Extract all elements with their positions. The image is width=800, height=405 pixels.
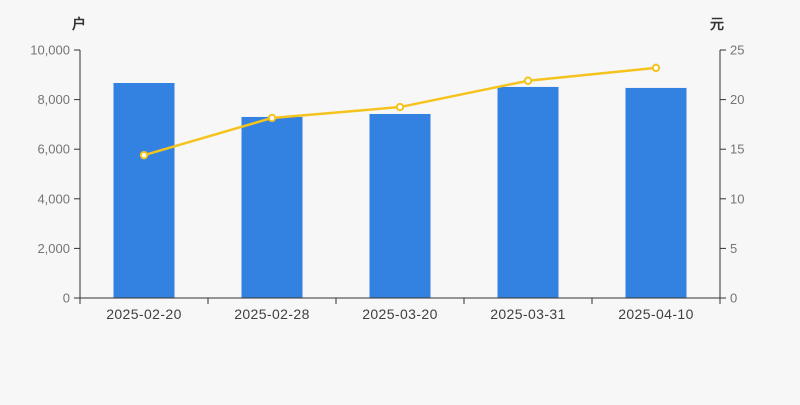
left-axis-tick-label: 6,000 (37, 142, 70, 157)
right-axis-tick-label: 0 (730, 291, 737, 306)
line-point-2025-02-20[interactable] (139, 150, 149, 160)
right-axis-tick-label: 5 (730, 241, 737, 256)
right-axis-tick-label: 10 (730, 191, 744, 206)
plot-area: 0 2,000 4,000 6,000 8,000 10,000 0 5 10 15 20 25 202… (30, 43, 744, 323)
x-axis-label-2025-03-31: 2025-03-31 (490, 306, 566, 322)
left-axis-tick-label: 8,000 (37, 92, 70, 107)
right-axis-tick-label: 25 (730, 43, 744, 58)
x-axis-label-2025-02-28: 2025-02-28 (234, 306, 310, 322)
right-axis-tick-label: 15 (730, 142, 744, 157)
left-axis-tick-label: 0 (63, 291, 70, 306)
left-axis-tick-label: 10,000 (30, 43, 70, 58)
left-axis-tick-label: 2,000 (37, 241, 70, 256)
bar-2025-03-20[interactable] (369, 113, 431, 298)
x-axis-label-2025-04-10: 2025-04-10 (618, 306, 694, 322)
line-point-2025-02-28[interactable] (267, 113, 277, 123)
bar-2025-02-20[interactable] (113, 82, 175, 298)
left-axis-tick-label: 4,000 (37, 191, 70, 206)
x-axis-label-2025-03-20: 2025-03-20 (362, 306, 438, 322)
line-point-2025-03-31[interactable] (523, 76, 533, 85)
bar-2025-04-10[interactable] (625, 87, 687, 298)
line-point-2025-04-10[interactable] (651, 63, 661, 73)
right-axis-tick-label: 20 (730, 92, 744, 107)
bar-2025-03-31[interactable] (497, 86, 559, 299)
right-axis-title: 元 (710, 16, 724, 32)
bar-2025-02-28[interactable] (241, 116, 303, 299)
x-axis-label-2025-02-20: 2025-02-20 (106, 306, 182, 322)
left-axis-title: 户 (72, 16, 86, 32)
line-point-2025-03-20[interactable] (395, 102, 405, 112)
